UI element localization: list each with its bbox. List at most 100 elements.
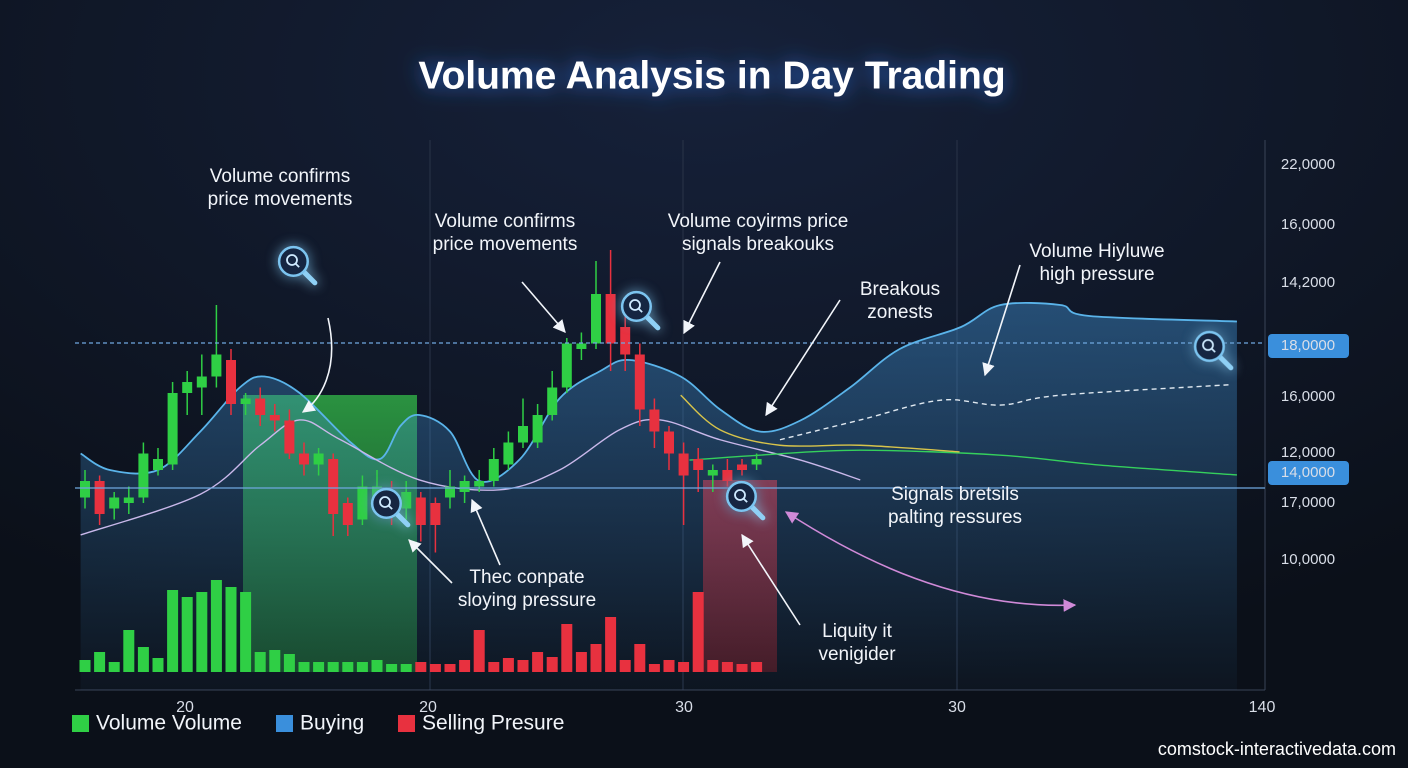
volume-bar bbox=[634, 644, 646, 672]
annotation: Liquity it bbox=[822, 621, 892, 642]
arrow bbox=[521, 281, 566, 333]
candle-body bbox=[138, 453, 149, 498]
volume-bar bbox=[108, 662, 120, 672]
volume-bar bbox=[575, 652, 587, 672]
candle-body bbox=[576, 343, 587, 349]
volume-bar bbox=[678, 662, 690, 672]
candle-body bbox=[518, 426, 528, 443]
annotation: Volume Hiyluwe bbox=[1029, 241, 1164, 262]
y-tick-label: 10,0000 bbox=[1281, 551, 1335, 568]
candle-body bbox=[634, 354, 645, 410]
annotation: Signals bretsils bbox=[891, 484, 1019, 505]
candle-body bbox=[240, 398, 251, 404]
volume-bar bbox=[751, 662, 763, 672]
legend-swatch bbox=[276, 715, 293, 732]
annotation: palting ressures bbox=[888, 507, 1022, 528]
volume-bar bbox=[371, 660, 383, 672]
candle-body bbox=[255, 398, 266, 415]
volume-bar bbox=[225, 587, 237, 672]
y-tick-label: 14,2000 bbox=[1281, 274, 1335, 291]
candle-body bbox=[459, 481, 470, 492]
line bbox=[680, 394, 960, 453]
volume-bar bbox=[327, 662, 339, 672]
candle-body bbox=[94, 481, 105, 514]
volume-bar bbox=[473, 630, 485, 672]
y-tick-label: 17,0000 bbox=[1281, 494, 1335, 511]
candle-body bbox=[722, 470, 733, 481]
annotation: high pressure bbox=[1039, 264, 1154, 285]
volume-bar bbox=[240, 592, 252, 672]
volume-bar bbox=[546, 657, 558, 672]
candle-body bbox=[342, 503, 353, 525]
candle-body bbox=[153, 459, 163, 470]
candle-body bbox=[167, 393, 178, 465]
volume-bar bbox=[459, 660, 471, 672]
watermark: comstock-interactivedata.com bbox=[1158, 739, 1396, 759]
volume-bar bbox=[210, 580, 222, 672]
candle-body bbox=[445, 486, 455, 498]
candle-body bbox=[80, 481, 90, 498]
volume-bar bbox=[663, 660, 675, 672]
candle-body bbox=[649, 409, 660, 432]
volume-bar bbox=[429, 664, 441, 672]
y-tick-label: 18,0000 bbox=[1281, 337, 1335, 354]
volume-bar bbox=[502, 658, 514, 672]
annotation: zonests bbox=[867, 302, 932, 323]
y-tick-label: 22,0000 bbox=[1281, 156, 1335, 173]
annotation: Thec conpate bbox=[469, 567, 584, 588]
volume-bar bbox=[313, 662, 325, 672]
arrow bbox=[408, 539, 453, 584]
volume-bar bbox=[94, 652, 106, 672]
volume-bar bbox=[561, 624, 573, 672]
candle-body bbox=[591, 294, 601, 344]
candle-body bbox=[605, 294, 616, 344]
volume-bar bbox=[254, 652, 266, 672]
arrow bbox=[683, 261, 721, 335]
y-tick-label: 12,0000 bbox=[1281, 444, 1335, 461]
candle-body bbox=[284, 420, 295, 454]
annotation: price movements bbox=[433, 234, 578, 255]
candle-body bbox=[109, 497, 120, 509]
line bbox=[779, 384, 1230, 441]
candle-body bbox=[751, 459, 762, 465]
candle-body bbox=[547, 387, 558, 415]
candle-body bbox=[182, 382, 193, 393]
x-tick-label: 20 bbox=[176, 699, 194, 716]
candle-body bbox=[196, 376, 207, 388]
candle-body bbox=[328, 459, 339, 514]
candle-body bbox=[474, 481, 485, 487]
candle-body bbox=[401, 492, 412, 509]
volume-bar bbox=[386, 664, 398, 672]
volume-bar bbox=[707, 660, 719, 672]
candle-body bbox=[503, 442, 514, 465]
volume-bar bbox=[342, 662, 354, 672]
value-pill bbox=[1268, 334, 1349, 358]
chart-title: Volume Analysis in Day Trading bbox=[418, 54, 1005, 97]
candle-body bbox=[123, 497, 134, 503]
legend-swatch bbox=[72, 715, 89, 732]
annotation: signals breakouks bbox=[682, 234, 834, 255]
line bbox=[689, 449, 1237, 476]
candle-body bbox=[313, 453, 324, 465]
volume-bar bbox=[692, 592, 704, 672]
legend-swatch bbox=[398, 715, 415, 732]
volume-bar bbox=[532, 652, 544, 672]
volume-bar bbox=[298, 662, 310, 672]
x-tick-label: 140 bbox=[1249, 699, 1276, 716]
candle-body bbox=[430, 503, 441, 525]
volume-bar bbox=[152, 658, 164, 672]
volume-bar bbox=[444, 664, 456, 672]
value-pill bbox=[1268, 461, 1349, 485]
candle-body bbox=[707, 470, 718, 476]
volume-bar bbox=[123, 630, 135, 672]
arrows bbox=[301, 261, 1077, 626]
arrow bbox=[765, 299, 841, 417]
y-tick-label: 16,0000 bbox=[1281, 216, 1335, 233]
candle-body bbox=[678, 453, 689, 476]
candle-body bbox=[269, 415, 280, 421]
annotation: price movements bbox=[208, 189, 353, 210]
volume-bar bbox=[736, 664, 748, 672]
annotation: Volume confirms bbox=[435, 211, 575, 232]
legend-label: Buying bbox=[300, 712, 364, 735]
